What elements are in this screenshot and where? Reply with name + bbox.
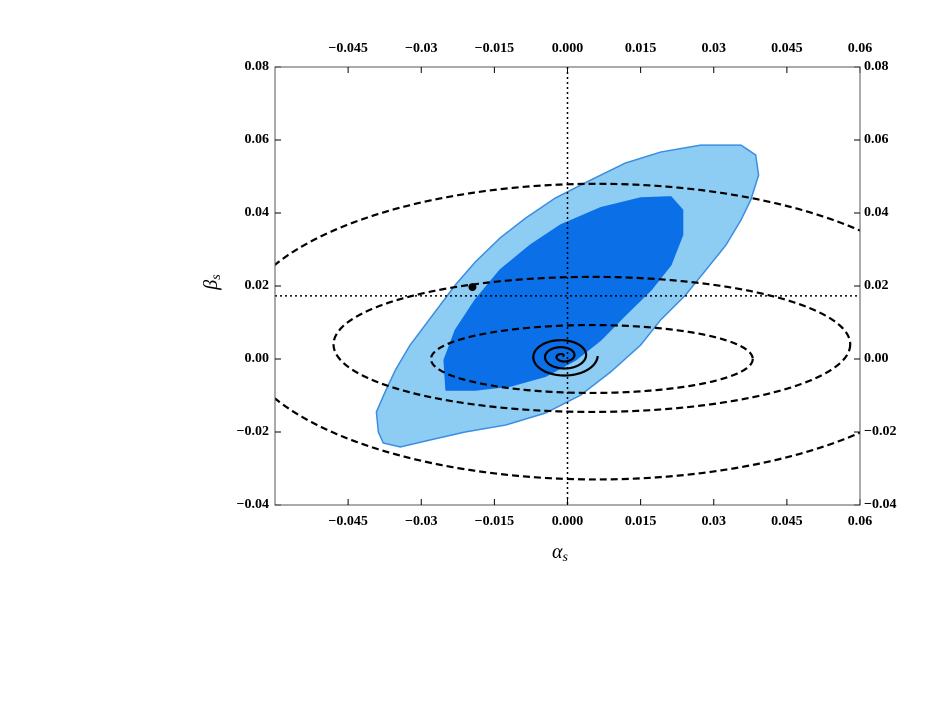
y-tick-label-right: 0.02 [864,278,889,293]
y-tick-label-right: 0.06 [864,132,889,147]
x-tick-label-top: 0.045 [771,41,803,56]
x-tick-label: 0.000 [552,514,584,529]
y-tick-label: −0.02 [237,424,269,439]
x-label-subscript: s [563,550,569,565]
y-tick-label: −0.04 [237,497,269,512]
dashed-ellipse [332,275,852,414]
y-tick-label-right: −0.04 [864,497,896,512]
spiral-trajectory [532,339,599,377]
x-axis-label: αs [552,541,569,566]
x-tick-label-top: 0.03 [702,41,727,56]
x-tick-label: 0.03 [702,514,727,529]
x-tick-label-top: −0.045 [328,41,367,56]
x-tick-label: 0.045 [771,514,803,529]
plot-area [275,67,860,505]
x-tick-label: 0.015 [625,514,657,529]
dashed-ellipse [429,323,754,395]
x-tick-label-top: 0.000 [552,41,584,56]
y-tick-label-right: 0.00 [864,351,889,366]
x-tick-label: −0.015 [475,514,514,529]
y-tick-label-right: 0.04 [864,205,889,220]
x-tick-label: 0.06 [848,514,873,529]
y-label-subscript: s [209,274,224,280]
y-tick-label: 0.02 [245,278,270,293]
y-tick-label-right: −0.02 [864,424,896,439]
y-axis-label: βs [200,274,225,291]
confidence-region [443,196,684,391]
y-tick-label: 0.00 [245,351,270,366]
y-tick-label: 0.04 [245,205,270,220]
x-tick-label-top: −0.015 [475,41,514,56]
x-tick-label-top: −0.03 [405,41,437,56]
y-label-symbol: β [200,280,222,291]
y-tick-label: 0.08 [245,59,270,74]
x-tick-label: −0.03 [405,514,437,529]
x-tick-label-top: 0.015 [625,41,657,56]
x-tick-label: −0.045 [328,514,367,529]
y-tick-label: 0.06 [245,132,270,147]
x-tick-label-top: 0.06 [848,41,873,56]
data-point [468,283,477,292]
y-tick-label-right: 0.08 [864,59,889,74]
x-label-symbol: α [552,541,563,563]
